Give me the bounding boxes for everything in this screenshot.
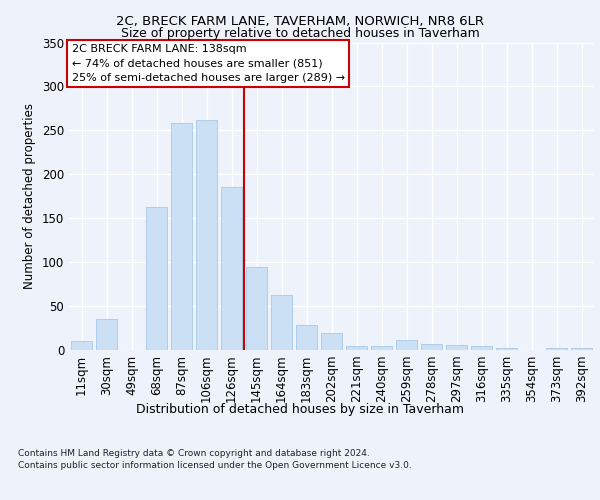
Y-axis label: Number of detached properties: Number of detached properties (23, 104, 37, 289)
Bar (346, 346, 367, 350)
Bar (571, 348, 592, 350)
Bar (296, 326, 317, 350)
Text: Contains HM Land Registry data © Crown copyright and database right 2024.: Contains HM Land Registry data © Crown c… (18, 448, 370, 458)
Bar (421, 344, 442, 350)
Bar (171, 124, 192, 350)
Bar (71, 341, 92, 350)
Bar (146, 207, 167, 350)
Text: Distribution of detached houses by size in Taverham: Distribution of detached houses by size … (136, 402, 464, 415)
Text: Contains public sector information licensed under the Open Government Licence v3: Contains public sector information licen… (18, 461, 412, 470)
Bar (496, 348, 517, 350)
Text: 2C BRECK FARM LANE: 138sqm
← 74% of detached houses are smaller (851)
25% of sem: 2C BRECK FARM LANE: 138sqm ← 74% of deta… (71, 44, 345, 83)
Bar (321, 334, 342, 350)
Bar (96, 320, 117, 350)
Bar (446, 344, 467, 350)
Bar (471, 346, 492, 350)
Text: Size of property relative to detached houses in Taverham: Size of property relative to detached ho… (121, 28, 479, 40)
Bar (246, 266, 267, 350)
Bar (221, 188, 242, 350)
Bar (371, 346, 392, 350)
Bar (546, 348, 567, 350)
Bar (271, 294, 292, 350)
Text: 2C, BRECK FARM LANE, TAVERHAM, NORWICH, NR8 6LR: 2C, BRECK FARM LANE, TAVERHAM, NORWICH, … (116, 15, 484, 28)
Bar (196, 120, 217, 350)
Bar (396, 340, 417, 350)
